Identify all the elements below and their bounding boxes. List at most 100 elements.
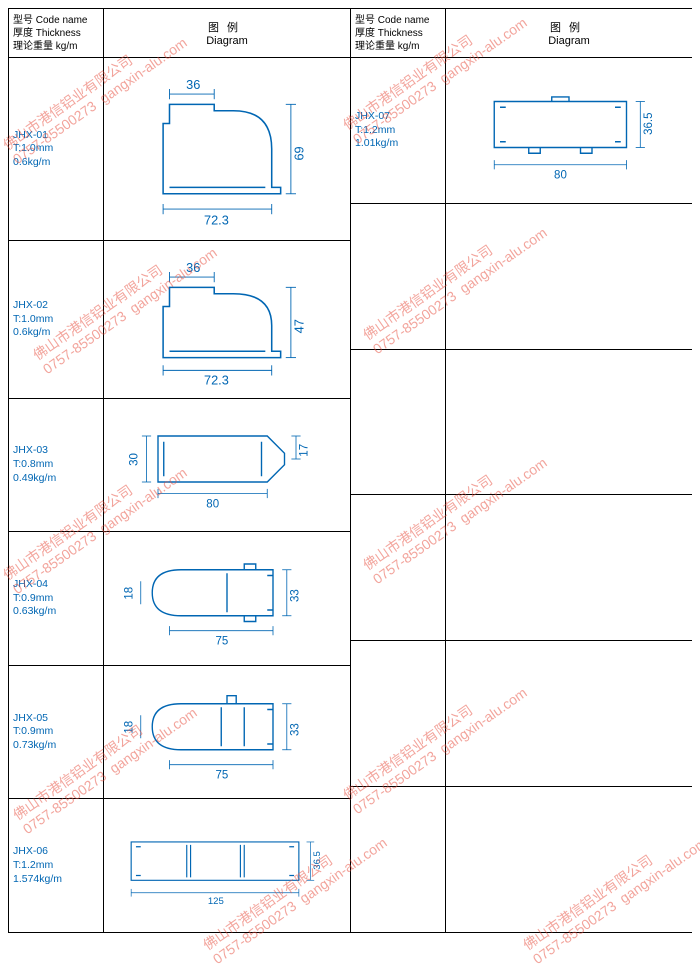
diagram-cell: 30 80 17 bbox=[104, 399, 350, 532]
diagram-cell: 18 75 33 bbox=[104, 532, 350, 665]
info-cell-empty bbox=[351, 787, 446, 932]
diagram-cell: 80 36.5 bbox=[446, 58, 692, 203]
header-diagram-cn: 图例 bbox=[208, 19, 246, 35]
info-cell: JHX-01 T:1.0mm 0.6kg/m bbox=[9, 58, 104, 240]
thickness: T:0.9mm bbox=[13, 592, 99, 606]
weight: 0.63kg/m bbox=[13, 605, 99, 619]
table-row: JHX-06 T:1.2mm 1.574kg/m 125 36.5 bbox=[9, 799, 350, 933]
dim-right: 69 bbox=[292, 146, 307, 160]
weight: 0.6kg/m bbox=[13, 156, 99, 170]
table-row: JHX-07 T:1.2mm 1.01kg/m 80 36.5 bbox=[351, 58, 692, 204]
table-row-empty bbox=[351, 787, 692, 933]
weight: 0.73kg/m bbox=[13, 739, 99, 753]
info-cell: JHX-06 T:1.2mm 1.574kg/m bbox=[9, 799, 104, 932]
header-row: 型号 Code name 厚度 Thickness 理论重量 kg/m 图例 D… bbox=[9, 8, 350, 58]
header-thickness: 厚度 Thickness bbox=[13, 27, 99, 40]
dim-bottom: 75 bbox=[216, 769, 229, 781]
info-cell: JHX-02 T:1.0mm 0.6kg/m bbox=[9, 241, 104, 398]
code-name: JHX-02 bbox=[13, 299, 99, 313]
profile-diagram: 30 80 17 bbox=[112, 413, 342, 517]
header-diagram-cell: 图例 Diagram bbox=[446, 9, 692, 57]
table-row-empty bbox=[351, 204, 692, 350]
dim-top: 36 bbox=[186, 260, 200, 275]
code-name: JHX-05 bbox=[13, 712, 99, 726]
diagram-cell-empty bbox=[446, 787, 692, 932]
diagram-cell-empty bbox=[446, 204, 692, 349]
diagram-cell-empty bbox=[446, 350, 692, 495]
weight: 1.574kg/m bbox=[13, 873, 99, 887]
dim-right: 33 bbox=[289, 723, 301, 736]
thickness: T:1.2mm bbox=[13, 859, 99, 873]
thickness: T:0.9mm bbox=[13, 725, 99, 739]
info-cell-empty bbox=[351, 495, 446, 640]
table-row: JHX-03 T:0.8mm 0.49kg/m 30 80 bbox=[9, 399, 350, 533]
profile-diagram: 80 36.5 bbox=[454, 67, 684, 194]
thickness: T:0.8mm bbox=[13, 458, 99, 472]
header-code: 型号 Code name bbox=[355, 14, 441, 27]
table-row-empty bbox=[351, 641, 692, 787]
weight: 0.6kg/m bbox=[13, 326, 99, 340]
header-weight: 理论重量 kg/m bbox=[355, 40, 441, 53]
header-diagram-cn: 图例 bbox=[550, 19, 588, 35]
dim-right: 47 bbox=[292, 319, 307, 333]
dim-bottom: 80 bbox=[554, 170, 567, 182]
dim-left: 18 bbox=[124, 720, 136, 733]
dim-right: 33 bbox=[289, 589, 301, 602]
dim-bottom: 125 bbox=[208, 896, 224, 907]
code-name: JHX-01 bbox=[13, 129, 99, 143]
dim-mid: 80 bbox=[206, 499, 219, 511]
table-row: JHX-05 T:0.9mm 0.73kg/m 18 75 bbox=[9, 666, 350, 800]
profile-diagram: 36 72.3 69 bbox=[112, 66, 342, 232]
diagram-cell-empty bbox=[446, 495, 692, 640]
header-diagram-en: Diagram bbox=[206, 35, 248, 47]
dim-bottom: 72.3 bbox=[204, 212, 229, 227]
table-row-empty bbox=[351, 350, 692, 496]
profile-diagram: 36 72.3 47 bbox=[112, 249, 342, 390]
dim-bottom: 72.3 bbox=[204, 373, 229, 388]
diagram-cell: 36 72.3 47 bbox=[104, 241, 350, 398]
code-name: JHX-07 bbox=[355, 110, 441, 124]
header-row: 型号 Code name 厚度 Thickness 理论重量 kg/m 图例 D… bbox=[351, 8, 692, 58]
info-cell: JHX-04 T:0.9mm 0.63kg/m bbox=[9, 532, 104, 665]
dim-right: 36.5 bbox=[643, 113, 655, 135]
header-weight: 理论重量 kg/m bbox=[13, 40, 99, 53]
info-cell: JHX-03 T:0.8mm 0.49kg/m bbox=[9, 399, 104, 532]
profile-diagram: 18 75 33 bbox=[112, 675, 342, 790]
header-code: 型号 Code name bbox=[13, 14, 99, 27]
header-diagram-cell: 图例 Diagram bbox=[104, 9, 350, 57]
info-cell-empty bbox=[351, 204, 446, 349]
header-thickness: 厚度 Thickness bbox=[355, 27, 441, 40]
header-diagram-en: Diagram bbox=[548, 35, 590, 47]
code-name: JHX-04 bbox=[13, 578, 99, 592]
diagram-cell: 125 36.5 bbox=[104, 799, 350, 932]
code-name: JHX-06 bbox=[13, 845, 99, 859]
catalog-table: 型号 Code name 厚度 Thickness 理论重量 kg/m 图例 D… bbox=[8, 8, 692, 933]
dim-right: 17 bbox=[299, 444, 311, 457]
thickness: T:1.0mm bbox=[13, 313, 99, 327]
dim-left: 18 bbox=[124, 587, 136, 600]
weight: 0.49kg/m bbox=[13, 472, 99, 486]
weight: 1.01kg/m bbox=[355, 137, 441, 151]
header-info-cell: 型号 Code name 厚度 Thickness 理论重量 kg/m bbox=[9, 9, 104, 57]
profile-diagram: 125 36.5 bbox=[112, 818, 342, 914]
dim-right: 36.5 bbox=[312, 851, 323, 870]
diagram-cell-empty bbox=[446, 641, 692, 786]
diagram-cell: 36 72.3 69 bbox=[104, 58, 350, 240]
info-cell-empty bbox=[351, 641, 446, 786]
right-column: 型号 Code name 厚度 Thickness 理论重量 kg/m 图例 D… bbox=[351, 8, 692, 933]
table-row: JHX-04 T:0.9mm 0.63kg/m 18 75 bbox=[9, 532, 350, 666]
info-cell-empty bbox=[351, 350, 446, 495]
header-info-cell: 型号 Code name 厚度 Thickness 理论重量 kg/m bbox=[351, 9, 446, 57]
table-row: JHX-01 T:1.0mm 0.6kg/m 36 72.3 bbox=[9, 58, 350, 241]
code-name: JHX-03 bbox=[13, 444, 99, 458]
table-row: JHX-02 T:1.0mm 0.6kg/m 36 72.3 bbox=[9, 241, 350, 399]
info-cell: JHX-05 T:0.9mm 0.73kg/m bbox=[9, 666, 104, 799]
dim-left: 30 bbox=[128, 453, 140, 466]
diagram-cell: 18 75 33 bbox=[104, 666, 350, 799]
info-cell: JHX-07 T:1.2mm 1.01kg/m bbox=[351, 58, 446, 203]
dim-top: 36 bbox=[186, 77, 200, 92]
thickness: T:1.2mm bbox=[355, 124, 441, 138]
left-column: 型号 Code name 厚度 Thickness 理论重量 kg/m 图例 D… bbox=[8, 8, 351, 933]
profile-diagram: 18 75 33 bbox=[112, 541, 342, 656]
table-row-empty bbox=[351, 495, 692, 641]
